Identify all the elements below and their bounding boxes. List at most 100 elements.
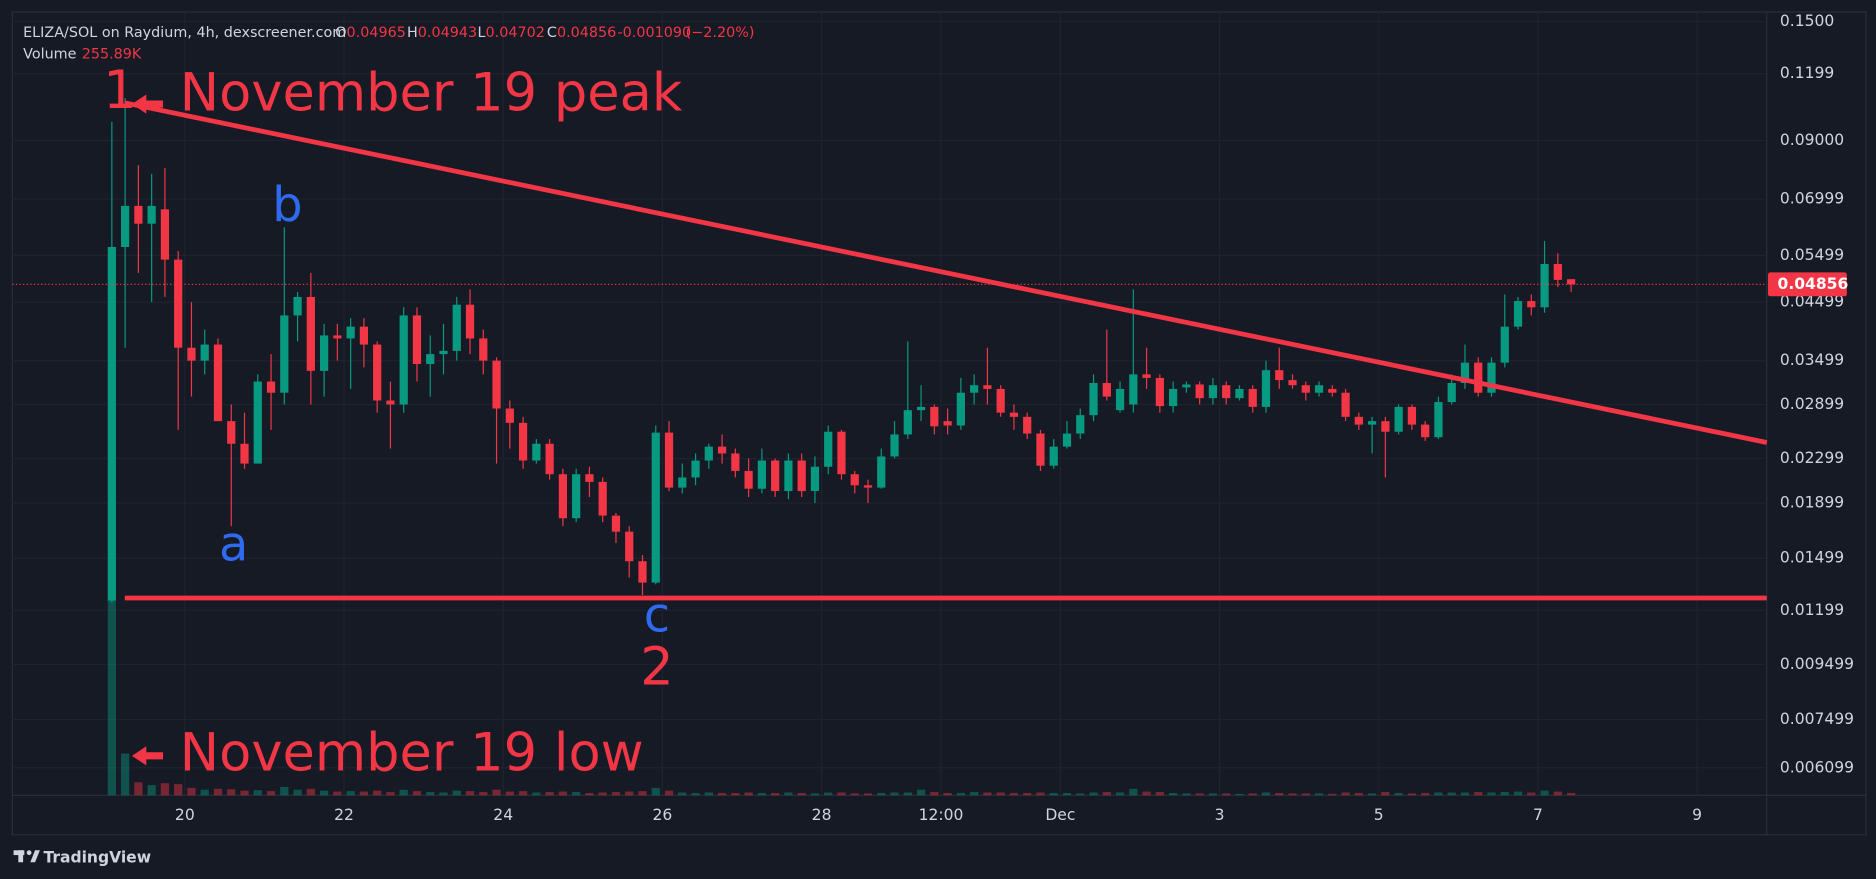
candle-body [704, 446, 713, 461]
candle-body [532, 443, 541, 461]
volume-bar [1460, 792, 1470, 796]
volume-bar [213, 788, 223, 796]
candle-body [452, 304, 461, 351]
candle-body [558, 474, 568, 519]
candle-body [399, 315, 408, 405]
logo-mark [18, 850, 24, 863]
candle-body [850, 474, 859, 486]
candle-body [1513, 301, 1523, 327]
volume-bar [465, 791, 475, 796]
volume-bar [691, 792, 700, 796]
candle-body [1447, 382, 1456, 403]
volume-bar [704, 792, 713, 796]
candle-body [771, 460, 780, 492]
candle-body [1089, 382, 1098, 416]
candle-body [1248, 388, 1257, 407]
candle-body [810, 466, 820, 492]
candle-body [479, 338, 488, 361]
candle-body [1301, 385, 1310, 393]
candle-body [1328, 388, 1337, 393]
y-tick-label: 0.03499 [1780, 351, 1844, 369]
candle-body [784, 460, 793, 492]
candle-body [717, 446, 727, 454]
candle-body [412, 315, 422, 365]
volume-bar [678, 792, 687, 796]
volume-bar [1115, 792, 1125, 796]
volume-bar [1474, 792, 1483, 796]
logo-mark [26, 850, 32, 856]
candle-body [1036, 433, 1045, 466]
volume-bar [744, 792, 753, 796]
volume-bar [373, 790, 382, 796]
candle-body [1129, 374, 1138, 405]
x-tick-label: 22 [334, 806, 354, 824]
y-tick-label: 0.01199 [1780, 601, 1844, 619]
candle-body [1527, 301, 1536, 308]
volume-bar [280, 786, 289, 796]
candle-body [1367, 421, 1377, 425]
volume-bar [1182, 793, 1191, 796]
volume-bar [916, 789, 926, 796]
volume-bar [890, 792, 899, 796]
volume-bar [956, 792, 965, 796]
candle-body [1182, 384, 1191, 388]
volume-bar [877, 792, 886, 796]
candle-body [1102, 382, 1111, 397]
volume-bar [359, 791, 369, 796]
candle-body [200, 344, 209, 361]
annotation: November 19 low [180, 722, 644, 783]
candle-body [916, 406, 926, 411]
candle-body [572, 474, 581, 519]
annotation: 1 [103, 60, 136, 121]
volume-bar [121, 753, 130, 796]
candle-body [1460, 362, 1470, 383]
candle-body [1115, 388, 1125, 411]
candle-body [930, 406, 939, 427]
volume-bar [1394, 792, 1403, 796]
volume-bar [810, 793, 820, 796]
volume-bar [1089, 792, 1098, 796]
annotation: b [272, 178, 302, 233]
candle-body [1487, 362, 1496, 393]
x-tick-label: 9 [1692, 806, 1702, 824]
y-tick-label: 0.01899 [1780, 494, 1844, 512]
candle-body [1275, 370, 1284, 381]
volume-bar [545, 792, 554, 796]
candle-body [625, 531, 634, 562]
candle-body [359, 326, 369, 345]
volume-bar [731, 792, 740, 796]
candle-body [319, 335, 329, 371]
y-tick-label: 0.05499 [1780, 246, 1844, 264]
candle-body [797, 460, 806, 492]
y-tick-label: 0.1199 [1780, 64, 1834, 82]
y-tick-label: 0.06999 [1780, 190, 1844, 208]
last-price-label: 0.04856 [1778, 275, 1849, 293]
candle-body [134, 205, 143, 224]
candle-body [903, 410, 912, 435]
candle-body [426, 354, 435, 365]
candle-body [731, 453, 740, 471]
candle-body [1341, 392, 1350, 417]
volume-bar [1434, 792, 1443, 796]
candle-body [1049, 446, 1058, 466]
annotation: November 19 peak [180, 62, 683, 123]
candle-body [877, 456, 886, 488]
candle-body [439, 350, 448, 355]
volume-bar [492, 789, 501, 796]
candle-body [1434, 402, 1443, 438]
volume-bar [1407, 793, 1417, 796]
volume-bar [227, 789, 236, 796]
volume-bar [1235, 793, 1244, 796]
y-tick-label: 0.007499 [1780, 710, 1854, 728]
candle-body [174, 259, 183, 348]
volume-bar [1102, 792, 1111, 796]
volume-bar [479, 792, 488, 796]
candle-body [664, 432, 674, 488]
volume-bar [333, 791, 342, 796]
candle-body [824, 431, 833, 467]
volume-bar [1527, 792, 1536, 796]
candle-body [1142, 374, 1151, 378]
candle-body [160, 209, 170, 260]
candle-body [1023, 416, 1032, 434]
brand: TradingView [43, 848, 151, 866]
